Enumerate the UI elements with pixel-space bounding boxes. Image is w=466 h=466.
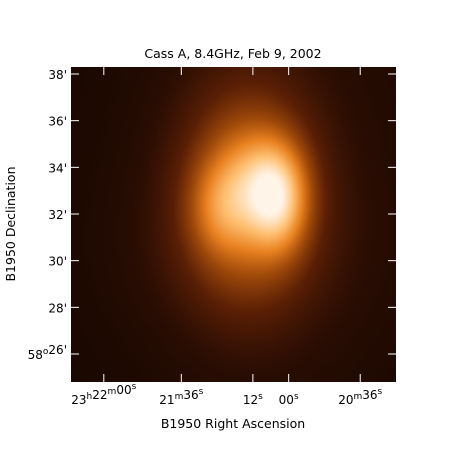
y-tick-label: 36' bbox=[48, 115, 67, 129]
y-tick-label: 28' bbox=[48, 301, 67, 315]
x-tick-label: 00s bbox=[279, 392, 299, 407]
chart-title: Cass A, 8.4GHz, Feb 9, 2002 bbox=[144, 46, 321, 61]
y-tick-label: 38' bbox=[48, 68, 67, 82]
y-tick-label: 30' bbox=[48, 255, 67, 269]
y-axis-title: B1950 Declination bbox=[3, 166, 18, 281]
x-axis-title: B1950 Right Ascension bbox=[161, 416, 305, 431]
axis-ticks bbox=[71, 67, 396, 382]
x-tick-label: 23h22m00s bbox=[71, 382, 136, 407]
y-tick-labels: 58o26' 28' 30' 32' 34' 36' 38' bbox=[28, 68, 67, 362]
x-tick-label: 21m36s bbox=[159, 387, 203, 407]
heatmap-image bbox=[71, 67, 396, 382]
x-tick-label: 12s bbox=[243, 392, 263, 407]
y-tick-label: 58o26' bbox=[28, 343, 67, 362]
x-tick-label: 20m36s bbox=[338, 387, 382, 407]
y-tick-label: 32' bbox=[48, 208, 67, 222]
y-tick-label: 34' bbox=[48, 161, 67, 175]
x-tick-labels: 23h22m00s 21m36s 12s 00s 20m36s bbox=[71, 382, 382, 407]
